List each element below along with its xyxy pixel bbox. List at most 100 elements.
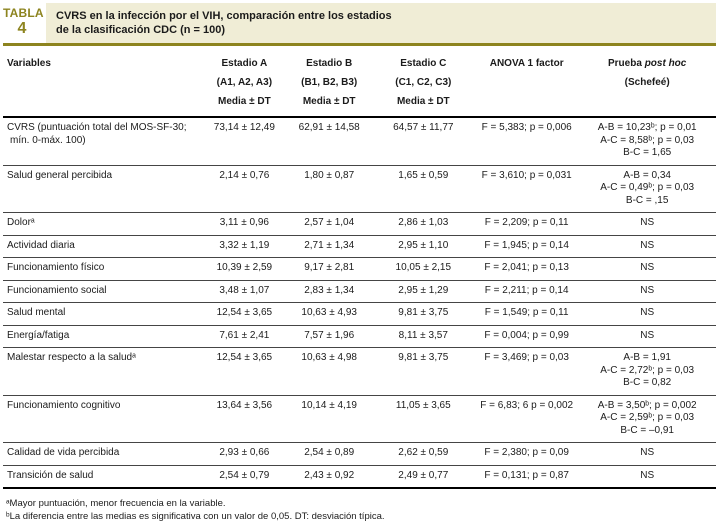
cell-variable: Dolorᵃ bbox=[3, 213, 202, 236]
cell-estadio-c: 2,86 ± 1,03 bbox=[372, 213, 475, 236]
cell-estadio-b: 2,71 ± 1,34 bbox=[287, 235, 372, 258]
estadio-c-subgroups: (C1, C2, C3) bbox=[374, 75, 473, 90]
cell-posthoc: A-B = 3,50ᵇ; p = 0,002 A-C = 2,59ᵇ; p = … bbox=[578, 395, 716, 443]
cell-anova: F = 2,209; p = 0,11 bbox=[475, 213, 578, 236]
page: TABLA 4 CVRS en la infección por el VIH,… bbox=[0, 0, 720, 511]
estadio-b-subgroups: (B1, B2, B3) bbox=[289, 75, 370, 90]
cell-estadio-a: 3,48 ± 1,07 bbox=[202, 280, 287, 303]
posthoc-line: A-B = 3,50ᵇ; p = 0,002 bbox=[580, 400, 714, 413]
table-number-badge: TABLA 4 bbox=[3, 3, 41, 43]
estadio-a-title: Estadio A bbox=[204, 56, 285, 71]
posthoc-line: A-B = 10,23ᵇ; p = 0,01 bbox=[580, 122, 714, 135]
cell-estadio-a: 3,32 ± 1,19 bbox=[202, 235, 287, 258]
cell-anova: F = 0,004; p = 0,99 bbox=[475, 325, 578, 348]
cell-estadio-a: 12,54 ± 3,65 bbox=[202, 303, 287, 326]
cell-estadio-c: 2,49 ± 0,77 bbox=[372, 465, 475, 488]
cell-posthoc: NS bbox=[578, 465, 716, 488]
posthoc-line: A-B = 1,91 bbox=[580, 352, 714, 365]
posthoc-line: B-C = ,15 bbox=[580, 195, 714, 208]
cell-anova: F = 1,945; p = 0,14 bbox=[475, 235, 578, 258]
table-row: Malestar respecto a la saludᵃ 12,54 ± 3,… bbox=[3, 348, 716, 396]
table-label: TABLA bbox=[3, 7, 41, 20]
posthoc-line: A-C = 2,72ᵇ; p = 0,03 bbox=[580, 365, 714, 378]
posthoc-title-plain: Prueba bbox=[608, 58, 645, 69]
cell-estadio-b: 2,43 ± 0,92 bbox=[287, 465, 372, 488]
posthoc-line: B-C = –0,91 bbox=[580, 425, 714, 438]
cell-anova: F = 1,549; p = 0,11 bbox=[475, 303, 578, 326]
cell-posthoc: NS bbox=[578, 235, 716, 258]
posthoc-line: NS bbox=[580, 447, 714, 460]
cell-variable: Salud general percibida bbox=[3, 165, 202, 213]
cell-estadio-c: 11,05 ± 3,65 bbox=[372, 395, 475, 443]
header-row: Variables Estadio A (A1, A2, A3) Media ±… bbox=[3, 50, 716, 117]
col-header-estadio-c: Estadio C (C1, C2, C3) Media ± DT bbox=[372, 50, 475, 117]
cell-estadio-a: 73,14 ± 12,49 bbox=[202, 117, 287, 165]
cell-posthoc: NS bbox=[578, 213, 716, 236]
cell-estadio-b: 10,63 ± 4,93 bbox=[287, 303, 372, 326]
posthoc-line: NS bbox=[580, 307, 714, 320]
estadio-b-title: Estadio B bbox=[289, 56, 370, 71]
cell-variable: Salud mental bbox=[3, 303, 202, 326]
col-header-posthoc: Prueba post hoc (Schefeé) bbox=[578, 50, 716, 117]
cell-estadio-a: 2,14 ± 0,76 bbox=[202, 165, 287, 213]
table-row: Funcionamiento cognitivo 13,64 ± 3,56 10… bbox=[3, 395, 716, 443]
footnote-b: ᵇLa diferencia entre las medias es signi… bbox=[6, 511, 716, 523]
posthoc-line: NS bbox=[580, 470, 714, 483]
posthoc-line: NS bbox=[580, 217, 714, 230]
cell-posthoc: A-B = 1,91 A-C = 2,72ᵇ; p = 0,03 B-C = 0… bbox=[578, 348, 716, 396]
cell-anova: F = 3,610; p = 0,031 bbox=[475, 165, 578, 213]
posthoc-line: NS bbox=[580, 330, 714, 343]
cell-estadio-a: 2,54 ± 0,79 bbox=[202, 465, 287, 488]
posthoc-line: NS bbox=[580, 262, 714, 275]
table-title-line2: de la clasificación CDC (n = 100) bbox=[56, 24, 708, 38]
table-row: Actividad diaria 3,32 ± 1,19 2,71 ± 1,34… bbox=[3, 235, 716, 258]
cell-anova: F = 0,131; p = 0,87 bbox=[475, 465, 578, 488]
cell-anova: F = 6,83; 6 p = 0,002 bbox=[475, 395, 578, 443]
cell-variable: Energía/fatiga bbox=[3, 325, 202, 348]
cell-variable: Funcionamiento cognitivo bbox=[3, 395, 202, 443]
cell-estadio-a: 2,93 ± 0,66 bbox=[202, 443, 287, 466]
table-row: Salud mental 12,54 ± 3,65 10,63 ± 4,93 9… bbox=[3, 303, 716, 326]
cell-estadio-c: 10,05 ± 2,15 bbox=[372, 258, 475, 281]
cell-estadio-b: 1,80 ± 0,87 bbox=[287, 165, 372, 213]
cell-estadio-a: 13,64 ± 3,56 bbox=[202, 395, 287, 443]
anova-title: ANOVA 1 factor bbox=[477, 56, 576, 71]
cell-variable: CVRS (puntuación total del MOS-SF-30; mí… bbox=[3, 117, 202, 165]
cell-estadio-c: 1,65 ± 0,59 bbox=[372, 165, 475, 213]
cell-posthoc: NS bbox=[578, 303, 716, 326]
posthoc-test-name: (Schefeé) bbox=[580, 75, 714, 90]
table-title: CVRS en la infección por el VIH, compara… bbox=[46, 3, 716, 43]
posthoc-line: B-C = 1,65 bbox=[580, 147, 714, 160]
cell-estadio-c: 8,11 ± 3,57 bbox=[372, 325, 475, 348]
table-row: Dolorᵃ 3,11 ± 0,96 2,57 ± 1,04 2,86 ± 1,… bbox=[3, 213, 716, 236]
posthoc-title-italic: post hoc bbox=[645, 58, 687, 69]
cell-estadio-b: 9,17 ± 2,81 bbox=[287, 258, 372, 281]
posthoc-line: A-C = 0,49ᵇ; p = 0,03 bbox=[580, 182, 714, 195]
cell-posthoc: NS bbox=[578, 325, 716, 348]
estadio-a-stat-label: Media ± DT bbox=[204, 94, 285, 109]
posthoc-line: NS bbox=[580, 240, 714, 253]
posthoc-line: B-C = 0,82 bbox=[580, 377, 714, 390]
table-row: Funcionamiento social 3,48 ± 1,07 2,83 ±… bbox=[3, 280, 716, 303]
posthoc-line: A-B = 0,34 bbox=[580, 170, 714, 183]
posthoc-line: NS bbox=[580, 285, 714, 298]
cell-variable: Calidad de vida percibida bbox=[3, 443, 202, 466]
cell-anova: F = 2,380; p = 0,09 bbox=[475, 443, 578, 466]
cell-posthoc: NS bbox=[578, 280, 716, 303]
posthoc-line: A-C = 2,59ᵇ; p = 0,03 bbox=[580, 412, 714, 425]
table-row: Calidad de vida percibida 2,93 ± 0,66 2,… bbox=[3, 443, 716, 466]
cell-estadio-b: 62,91 ± 14,58 bbox=[287, 117, 372, 165]
cell-estadio-a: 12,54 ± 3,65 bbox=[202, 348, 287, 396]
cell-estadio-b: 2,57 ± 1,04 bbox=[287, 213, 372, 236]
estadio-c-stat-label: Media ± DT bbox=[374, 94, 473, 109]
estadio-a-subgroups: (A1, A2, A3) bbox=[204, 75, 285, 90]
table-title-line1: CVRS en la infección por el VIH, compara… bbox=[56, 10, 708, 24]
cell-variable: Funcionamiento físico bbox=[3, 258, 202, 281]
cell-estadio-c: 64,57 ± 11,77 bbox=[372, 117, 475, 165]
data-table: Variables Estadio A (A1, A2, A3) Media ±… bbox=[3, 50, 716, 489]
cell-anova: F = 5,383; p = 0,006 bbox=[475, 117, 578, 165]
col-header-estadio-a: Estadio A (A1, A2, A3) Media ± DT bbox=[202, 50, 287, 117]
cell-estadio-b: 2,54 ± 0,89 bbox=[287, 443, 372, 466]
table-row: Transición de salud 2,54 ± 0,79 2,43 ± 0… bbox=[3, 465, 716, 488]
estadio-c-title: Estadio C bbox=[374, 56, 473, 71]
